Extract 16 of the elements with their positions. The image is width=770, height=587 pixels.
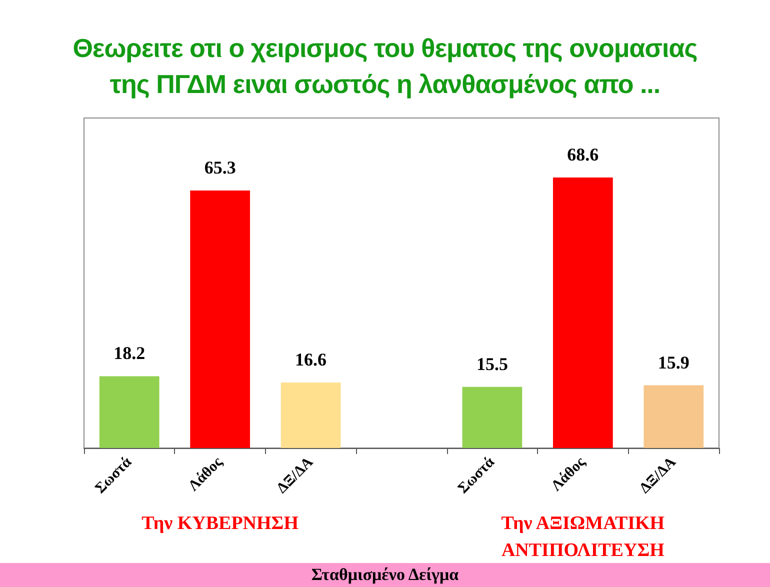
data-label: 68.6 <box>567 144 599 165</box>
chart-title: Θεωρειτε οτι ο χειρισμος του θεματος της ονομασιας της ΠΓΔΜ ειναι σωστός η λανθασμένος απο ... <box>72 32 698 101</box>
bar <box>644 385 704 448</box>
text: Την ΑΞΙΩΜΑΤΙΚΗ ΑΝΤΙΠΟΛΙΤΕΥΣΗ <box>500 512 666 563</box>
bar <box>552 178 613 448</box>
data-label: 15.5 <box>476 354 508 374</box>
data-label: 65.3 <box>204 158 236 178</box>
bar <box>99 376 160 448</box>
text: Την ΚΥΒΕΡΝΗΣΗ <box>140 512 300 536</box>
bar <box>462 386 522 448</box>
bar <box>190 190 250 448</box>
text: Σταθμισμένο Δείγμα <box>0 563 770 587</box>
bar <box>280 382 341 448</box>
data-label: 18.2 <box>114 343 146 364</box>
data-label: 16.6 <box>295 350 327 370</box>
data-label: 15.9 <box>658 352 690 372</box>
